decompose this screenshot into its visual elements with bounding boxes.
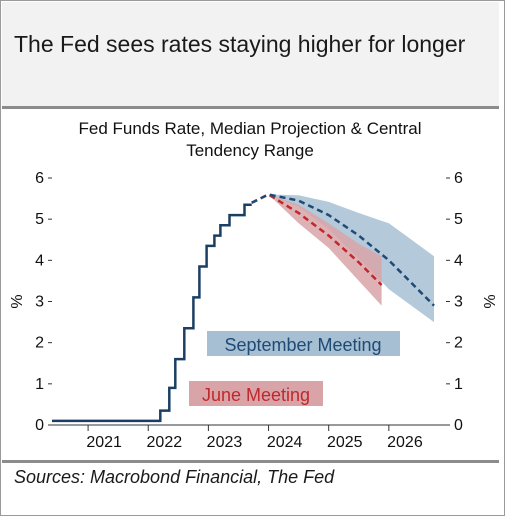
june-label-box bbox=[189, 381, 323, 406]
y-tick-label-right-4: 4 bbox=[454, 252, 463, 269]
x-tick-label-2025: 2025 bbox=[327, 434, 363, 451]
headline: The Fed sees rates staying higher for lo… bbox=[14, 31, 466, 57]
september-meeting-label: September Meeting bbox=[224, 335, 381, 355]
headline-banner bbox=[2, 2, 499, 106]
y-tick-label-left-6: 6 bbox=[35, 170, 44, 187]
y-tick-label-right-0: 0 bbox=[454, 417, 463, 434]
x-tick-label-2023: 2023 bbox=[207, 434, 243, 451]
top-divider bbox=[2, 106, 499, 109]
y-axis-label-right: % bbox=[480, 294, 497, 308]
fed-funds-rate-line bbox=[52, 203, 252, 423]
september-tendency-band bbox=[251, 194, 434, 323]
x-tick-label-2026: 2026 bbox=[387, 434, 423, 451]
y-tick-label-left-3: 3 bbox=[35, 294, 44, 311]
y-tick-label-right-5: 5 bbox=[454, 211, 463, 228]
y-tick-label-right-1: 1 bbox=[454, 376, 463, 393]
june-meeting-label: June Meeting bbox=[202, 385, 310, 405]
chart-title-line-1: Fed Funds Rate, Median Projection & Cent… bbox=[78, 119, 422, 138]
y-tick-label-left-0: 0 bbox=[35, 417, 44, 434]
y-tick-label-left-1: 1 bbox=[35, 376, 44, 393]
x-tick-label-2024: 2024 bbox=[267, 434, 303, 451]
x-tick-label-2021: 2021 bbox=[86, 434, 122, 451]
bottom-divider bbox=[2, 460, 499, 463]
june-tendency-band bbox=[251, 194, 382, 306]
y-tick-label-right-3: 3 bbox=[454, 294, 463, 311]
y-tick-label-left-5: 5 bbox=[35, 211, 44, 228]
september-median-line bbox=[251, 193, 435, 307]
september-label-box bbox=[207, 331, 400, 356]
y-tick-label-left-4: 4 bbox=[35, 252, 44, 269]
y-tick-label-right-2: 2 bbox=[454, 335, 463, 352]
chart-plot: 0 0 1 1 2 2 3 3 4 4 5 5 6 6 2021 2022 2023 2024 2025 2026%%… bbox=[9, 170, 497, 451]
y-tick-label-left-2: 2 bbox=[35, 335, 44, 352]
chart-title-line-2: Tendency Range bbox=[186, 141, 314, 160]
x-tick-label-2022: 2022 bbox=[147, 434, 183, 451]
y-tick-label-right-6: 6 bbox=[454, 170, 463, 187]
y-axis-label-left: % bbox=[9, 294, 26, 308]
source-note: Sources: Macrobond Financial, The Fed bbox=[14, 467, 335, 487]
